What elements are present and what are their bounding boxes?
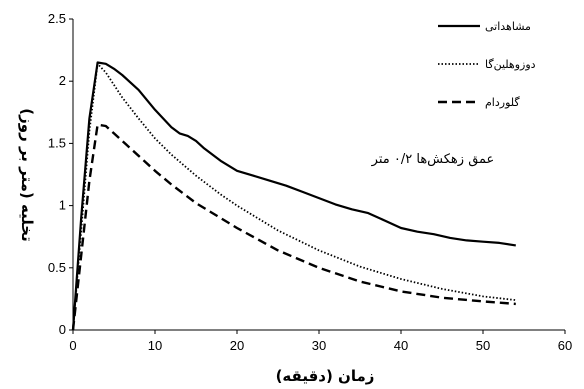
y-axis-title: تخلیه (متر بر روز) [18, 108, 36, 241]
x-tick-label: 0 [69, 338, 76, 353]
y-tick-label: 0.5 [48, 260, 66, 275]
legend-label-3: گلوردام [485, 96, 520, 109]
y-tick-label: 2 [59, 73, 66, 88]
legend-label-1: مشاهداتی [485, 20, 531, 33]
x-tick-label: 40 [394, 338, 408, 353]
y-tick-label: 2.5 [48, 11, 66, 26]
axes: 0 0.5 1 1.5 2 2.5 0 10 20 30 40 50 60 [48, 11, 572, 353]
x-axis-title: زمان (دقیقه) [276, 367, 375, 385]
y-tick-label: 1.5 [48, 135, 66, 150]
y-tick-label: 0 [59, 322, 66, 337]
series-line-2 [72, 62, 516, 331]
series-line-1 [71, 61, 516, 331]
x-tick-label: 20 [230, 338, 244, 353]
series-layer [71, 61, 516, 331]
x-tick-label: 50 [476, 338, 490, 353]
x-tick-label: 60 [558, 338, 572, 353]
depth-annotation: عمق زهکش‌ها ۰/۲ متر [371, 152, 495, 167]
series-line-3 [71, 123, 516, 331]
x-tick-label: 30 [312, 338, 326, 353]
y-tick-label: 1 [59, 198, 66, 213]
legend: مشاهداتی دوزوهلین‌گا گلوردام [438, 20, 536, 109]
legend-label-2: دوزوهلین‌گا [485, 58, 536, 71]
x-tick-label: 10 [148, 338, 162, 353]
